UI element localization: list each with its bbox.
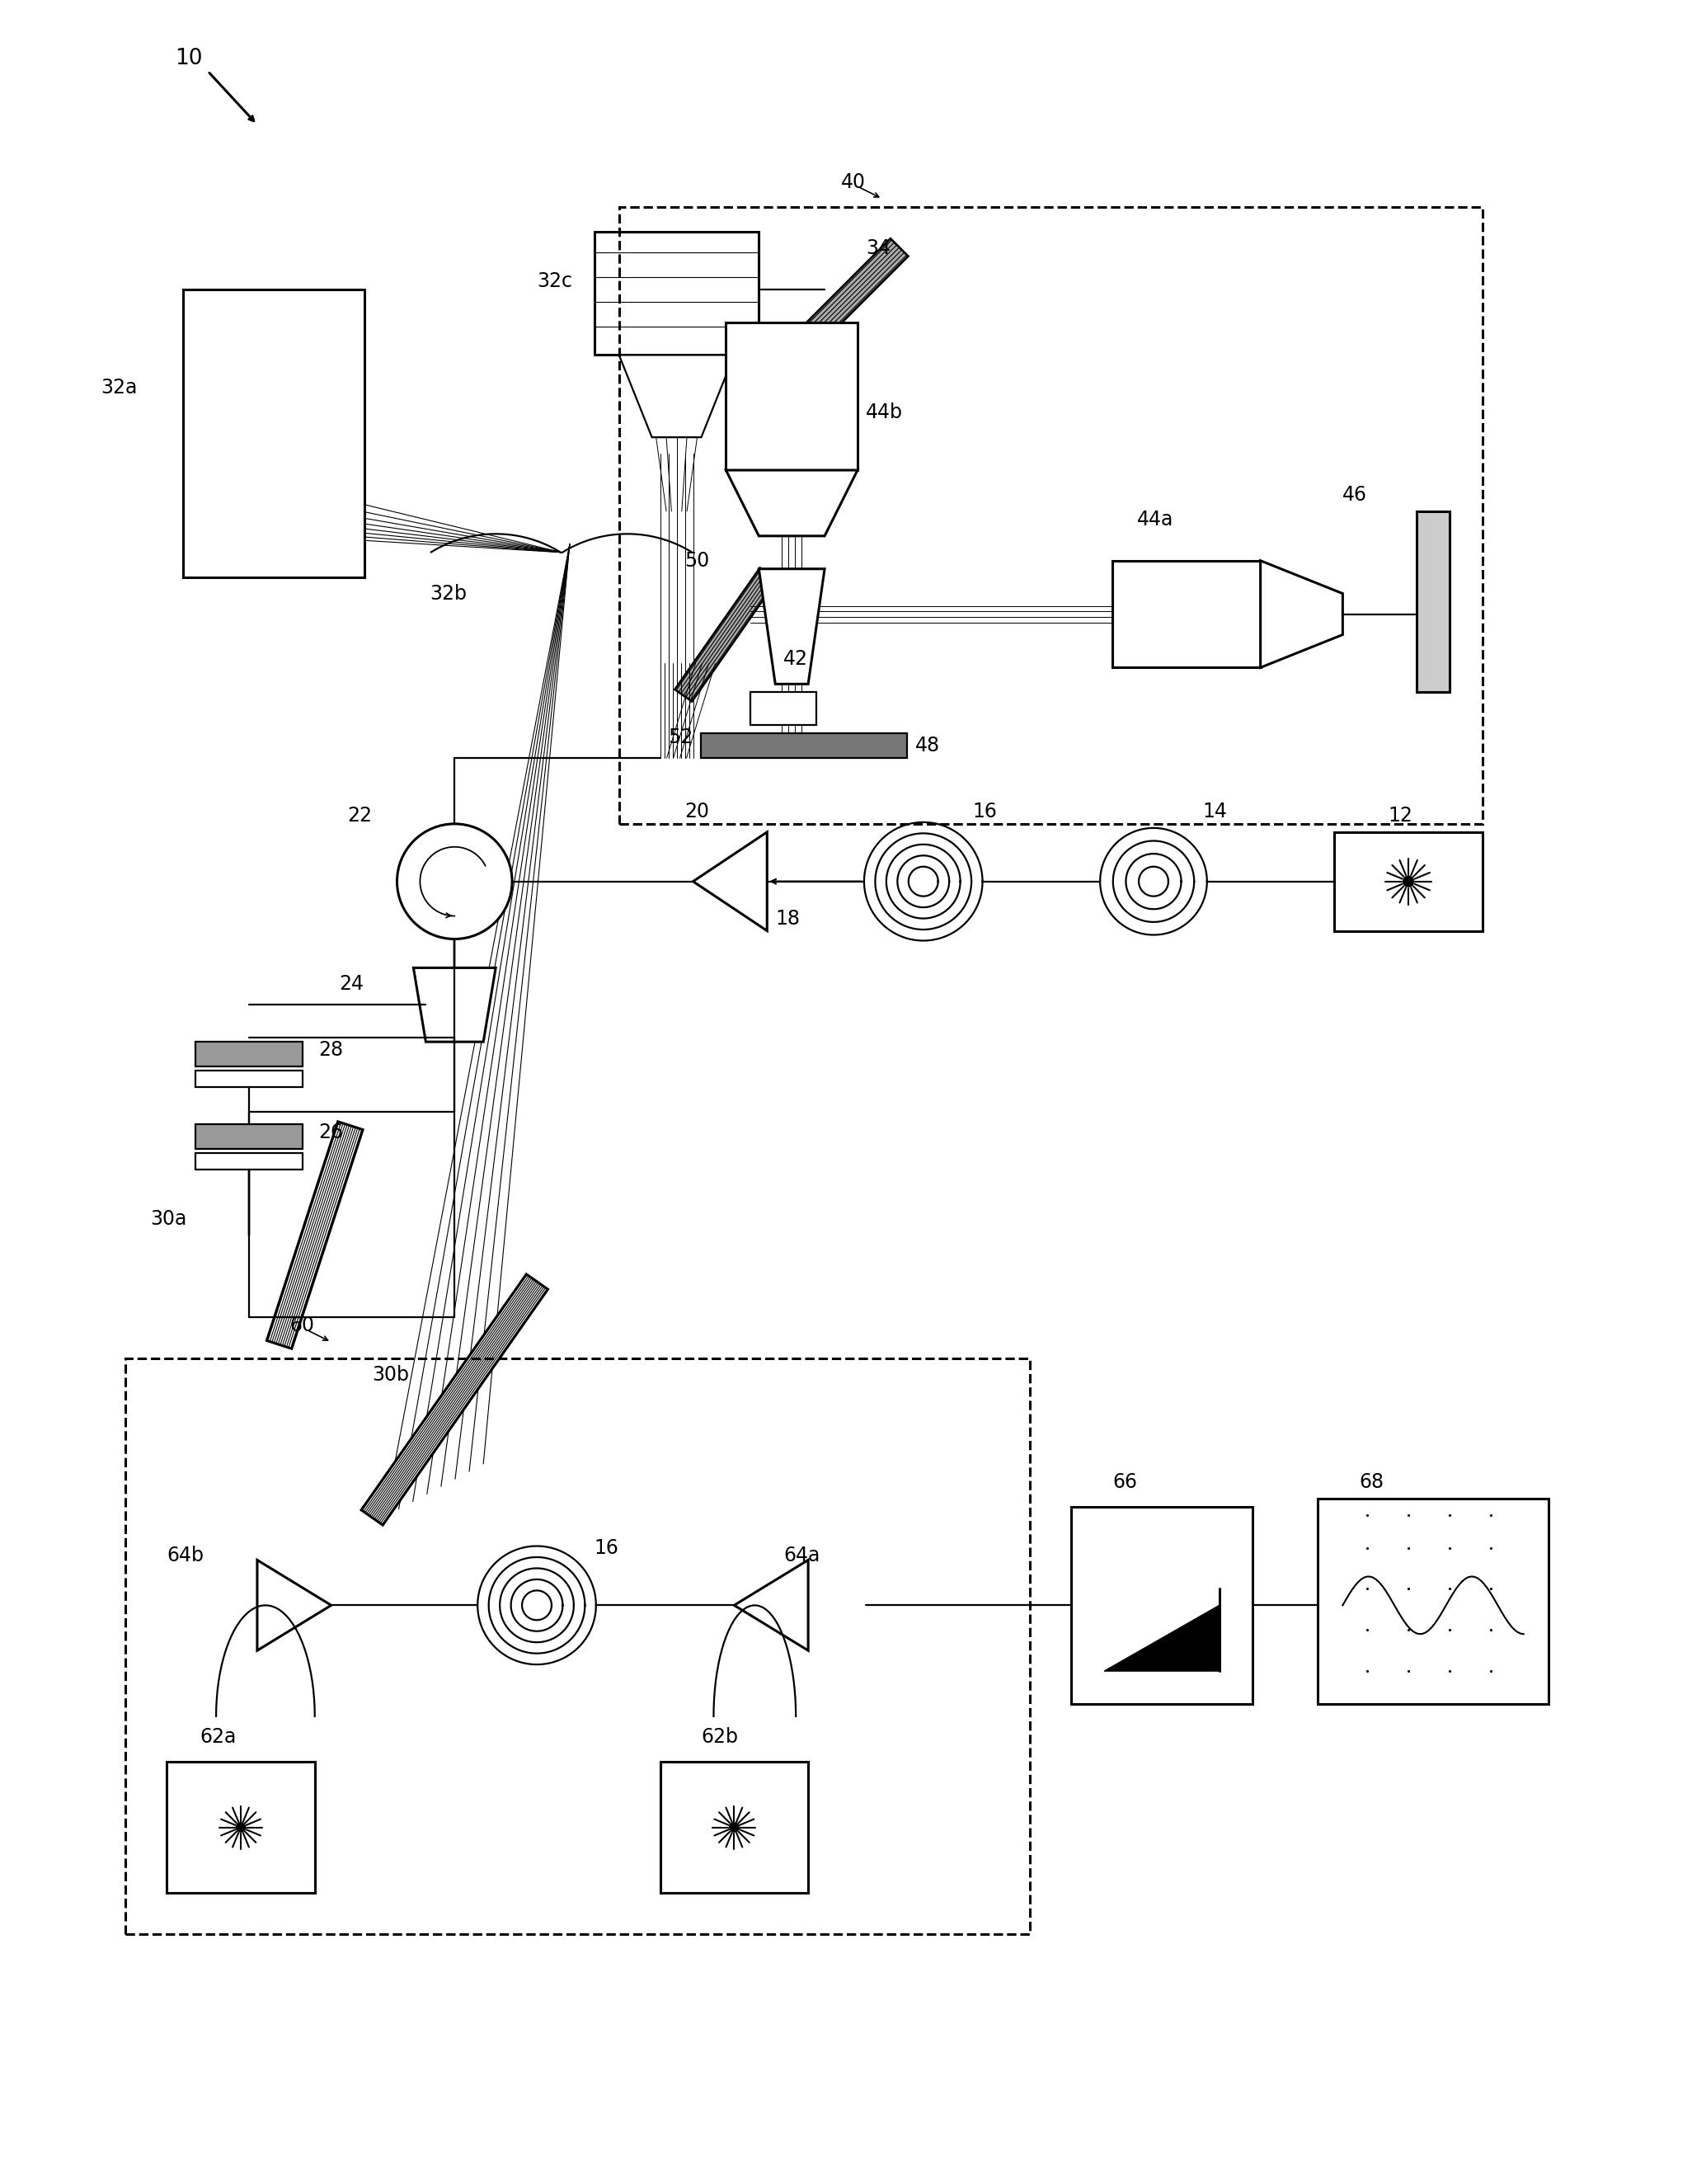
Bar [726, 321, 858, 470]
Bar [1071, 1507, 1252, 1704]
Text: 26: 26 [318, 1123, 343, 1142]
Bar [1318, 1498, 1548, 1704]
Polygon shape [775, 238, 909, 373]
Text: 48: 48 [915, 736, 941, 756]
Text: 28: 28 [318, 1040, 343, 1059]
Text: 22: 22 [347, 806, 372, 826]
Text: 44a: 44a [1137, 509, 1174, 529]
Polygon shape [257, 1559, 332, 1651]
Text: 60: 60 [289, 1315, 315, 1334]
Text: 18: 18 [775, 909, 800, 928]
Bar [196, 1153, 303, 1168]
Text: 32a: 32a [102, 378, 137, 397]
Bar [660, 1762, 809, 1894]
Circle shape [1403, 876, 1415, 887]
Polygon shape [758, 568, 824, 684]
Text: 14: 14 [1203, 802, 1227, 821]
Bar [700, 734, 907, 758]
Text: 20: 20 [685, 802, 709, 821]
Text: 32b: 32b [430, 583, 467, 603]
Text: 66: 66 [1112, 1472, 1137, 1492]
Text: 44b: 44b [866, 402, 904, 422]
Text: 62b: 62b [700, 1728, 738, 1747]
Text: 12: 12 [1387, 806, 1413, 826]
Text: 64b: 64b [168, 1546, 203, 1566]
Polygon shape [734, 1559, 809, 1651]
Bar [168, 1762, 315, 1894]
Circle shape [729, 1824, 739, 1832]
Bar [183, 288, 364, 577]
Text: 62a: 62a [200, 1728, 237, 1747]
Polygon shape [1261, 561, 1343, 668]
Polygon shape [413, 968, 496, 1042]
Bar [1416, 511, 1450, 692]
Text: 52: 52 [668, 727, 694, 747]
Bar [196, 1070, 303, 1088]
Bar [196, 1125, 303, 1149]
Bar [125, 1358, 1030, 1935]
Text: 16: 16 [973, 802, 997, 821]
Text: 64a: 64a [783, 1546, 821, 1566]
Circle shape [398, 823, 513, 939]
Polygon shape [726, 470, 858, 535]
Polygon shape [675, 568, 777, 701]
Text: 40: 40 [841, 173, 866, 192]
Bar [619, 207, 1482, 823]
Text: 42: 42 [783, 649, 809, 668]
Polygon shape [267, 1123, 362, 1350]
Bar [1112, 561, 1261, 668]
Text: 34: 34 [866, 238, 890, 258]
Polygon shape [362, 1273, 548, 1524]
Text: 30a: 30a [151, 1208, 186, 1230]
Polygon shape [694, 832, 766, 930]
Text: 16: 16 [594, 1538, 619, 1557]
Text: 32c: 32c [536, 271, 572, 290]
Text: 10: 10 [174, 48, 203, 70]
Text: 24: 24 [340, 974, 364, 994]
Text: 46: 46 [1343, 485, 1367, 505]
Polygon shape [675, 568, 777, 701]
Polygon shape [619, 356, 734, 437]
Bar [594, 232, 758, 356]
Text: 30b: 30b [372, 1365, 409, 1385]
Bar [1335, 832, 1482, 930]
Polygon shape [775, 238, 909, 373]
Circle shape [237, 1824, 245, 1832]
Text: 50: 50 [685, 550, 709, 570]
Bar [751, 692, 817, 725]
Bar [196, 1042, 303, 1066]
Text: 68: 68 [1359, 1472, 1384, 1492]
Polygon shape [1105, 1605, 1220, 1671]
